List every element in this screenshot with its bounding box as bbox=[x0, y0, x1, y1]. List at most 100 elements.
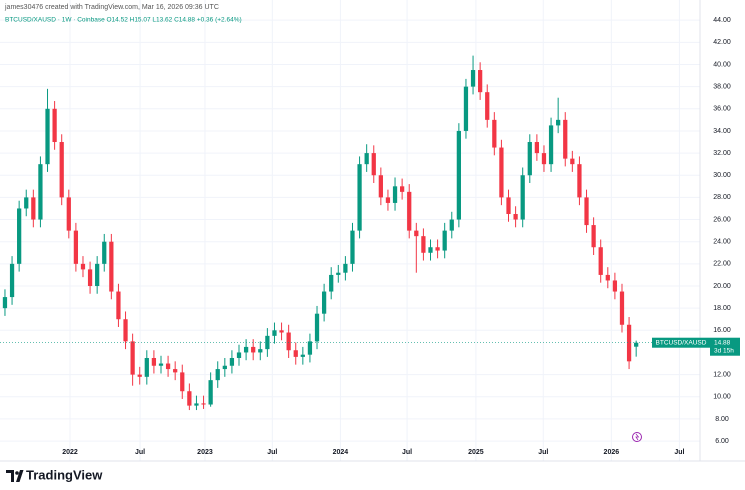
candle-body bbox=[180, 372, 185, 392]
candle-body bbox=[570, 158, 575, 165]
candle-body bbox=[123, 319, 128, 342]
candle-body bbox=[584, 197, 589, 226]
candle-body bbox=[527, 142, 532, 176]
candle-body bbox=[293, 350, 298, 357]
candle-body bbox=[286, 332, 291, 351]
candle-body bbox=[187, 391, 192, 406]
price-label-name-bg bbox=[652, 337, 710, 348]
candle-body bbox=[321, 291, 327, 314]
x-tick-label: Jul bbox=[674, 449, 684, 456]
candle-body bbox=[9, 263, 15, 298]
candle-body bbox=[66, 197, 71, 231]
candle-body bbox=[314, 313, 320, 342]
candle-body bbox=[109, 241, 114, 292]
candle-body bbox=[243, 346, 249, 353]
logo-mark bbox=[15, 471, 19, 475]
candle-body bbox=[222, 365, 227, 370]
x-tick-label: 2025 bbox=[468, 449, 484, 456]
x-tick-label: Jul bbox=[402, 449, 412, 456]
y-tick-label: 44.00 bbox=[713, 17, 731, 24]
candle-body bbox=[463, 86, 469, 131]
x-tick-label: 2022 bbox=[62, 449, 78, 456]
y-tick-label: 40.00 bbox=[713, 61, 731, 68]
candle-body bbox=[208, 380, 213, 405]
candle-body bbox=[350, 230, 355, 264]
candle-body bbox=[130, 341, 135, 375]
candle-body bbox=[59, 142, 64, 198]
candle-body bbox=[300, 354, 305, 357]
candle-body bbox=[87, 269, 93, 287]
candle-body bbox=[279, 330, 284, 333]
x-tick-label: Jul bbox=[135, 449, 145, 456]
candle-body bbox=[534, 142, 540, 154]
candle-body bbox=[201, 403, 206, 405]
y-tick-label: 28.00 bbox=[713, 194, 731, 201]
candle-body bbox=[478, 70, 483, 93]
candle-body bbox=[215, 369, 220, 381]
candle-body bbox=[95, 263, 100, 287]
candle-body bbox=[456, 130, 461, 220]
logo-mark bbox=[16, 470, 24, 482]
candle-body bbox=[442, 230, 447, 251]
y-tick-label: 38.00 bbox=[713, 83, 731, 90]
brand: TradingView bbox=[26, 467, 103, 482]
candle-body bbox=[307, 341, 313, 355]
candle-body bbox=[392, 186, 398, 203]
candle-body bbox=[236, 352, 242, 358]
candle-body bbox=[52, 108, 57, 143]
y-tick-label: 26.00 bbox=[713, 216, 731, 223]
y-tick-label: 24.00 bbox=[713, 239, 731, 246]
candle-body bbox=[513, 214, 518, 220]
candle-body bbox=[329, 274, 334, 292]
candle-body bbox=[173, 369, 178, 373]
candle-body bbox=[357, 164, 362, 231]
price-label: 14.88 bbox=[714, 339, 731, 346]
candle-body bbox=[17, 208, 22, 264]
candle-body bbox=[229, 357, 235, 366]
candle-body bbox=[102, 241, 107, 264]
candle-body bbox=[385, 197, 391, 203]
candle-body bbox=[165, 363, 171, 370]
candle-body bbox=[612, 280, 618, 292]
candle-body bbox=[541, 153, 547, 165]
candle-body bbox=[591, 225, 596, 248]
candle-body bbox=[626, 324, 632, 362]
y-tick-label: 6.00 bbox=[715, 438, 729, 445]
candle-body bbox=[158, 363, 164, 366]
candle-body bbox=[428, 247, 433, 253]
labels: 6.00 8.00 10.00 12.00 16.00 18.00 20.00 22.00 24… bbox=[0, 17, 740, 456]
logo: TradingView bbox=[6, 467, 103, 482]
candle-body bbox=[577, 164, 582, 198]
candle-body bbox=[343, 263, 348, 273]
candle-body bbox=[137, 374, 142, 377]
candle-body bbox=[80, 263, 86, 270]
candle-body bbox=[371, 153, 376, 176]
candle-body bbox=[470, 70, 476, 87]
candle-body bbox=[520, 175, 525, 220]
candle-body bbox=[258, 349, 263, 353]
y-tick-label: 34.00 bbox=[713, 128, 731, 135]
candle-body bbox=[73, 230, 79, 264]
y-tick-label: 12.00 bbox=[713, 371, 731, 378]
x-tick-label: Jul bbox=[538, 449, 548, 456]
candle-body bbox=[24, 197, 29, 209]
candle-body bbox=[499, 147, 504, 198]
candle-body bbox=[449, 219, 454, 231]
candle-body bbox=[378, 175, 383, 198]
y-tick-label: 10.00 bbox=[713, 394, 731, 401]
logo-mark bbox=[6, 470, 14, 482]
y-tick-label: 32.00 bbox=[713, 150, 731, 157]
candle-body bbox=[605, 274, 610, 281]
candle-body bbox=[45, 108, 50, 165]
candle-body bbox=[364, 153, 369, 165]
candles bbox=[2, 55, 639, 411]
chart-title: BTCUSD/XAUSD · 1W · Coinbase O14.52 H15.… bbox=[5, 17, 242, 24]
candle-body bbox=[38, 164, 43, 220]
candle-body bbox=[421, 236, 426, 253]
candle-body bbox=[556, 119, 561, 126]
y-tick-label: 36.00 bbox=[713, 106, 731, 113]
x-tick-label: 2026 bbox=[604, 449, 620, 456]
y-tick-label: 22.00 bbox=[713, 261, 731, 268]
